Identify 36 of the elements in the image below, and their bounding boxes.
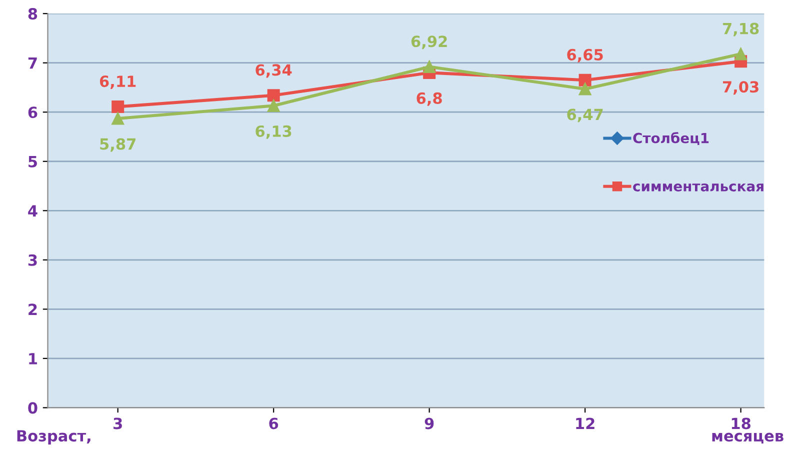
y-tick-label: 3 [28,254,37,266]
data-label: 5,87 [100,138,136,152]
point [734,48,748,60]
text: Возраст, [17,430,90,445]
text: месяцев [712,432,784,444]
x-tick-label: 12 [576,418,594,430]
x-tick-label: 3 [114,418,122,430]
y-tick-label: 5 [28,156,37,168]
data-label: 6,92 [411,36,447,50]
data-label: 6,8 [416,92,442,106]
x-tick-label: 18 [732,418,750,430]
y-tick-label: 8 [28,8,38,20]
y-tick-label: 0 [28,402,38,414]
y-tick-label: 6 [28,106,38,118]
x-tick-label: 6 [269,418,278,430]
y-tick-label: 1 [29,353,37,364]
y-tick-label: 2 [28,304,37,315]
point [112,112,124,125]
legend-label: симментальская [633,183,764,192]
point [578,82,592,96]
data-label: 7,18 [722,22,759,36]
point [267,99,280,112]
data-label: 6,13 [256,125,292,139]
x-tick-label: 9 [424,418,434,430]
point [112,100,124,113]
data-label: 6,34 [256,64,292,78]
point [267,89,280,102]
y-tick-label: 7 [28,58,37,69]
data-label: 7,03 [722,81,758,95]
legend-label: Столбец1 [633,132,709,146]
y-tick-label: 4 [28,205,38,216]
data-label: 6,11 [100,76,136,90]
data-label: 6,65 [567,48,603,62]
point [423,60,436,74]
data-label: 6,47 [567,108,603,122]
point [578,74,592,86]
